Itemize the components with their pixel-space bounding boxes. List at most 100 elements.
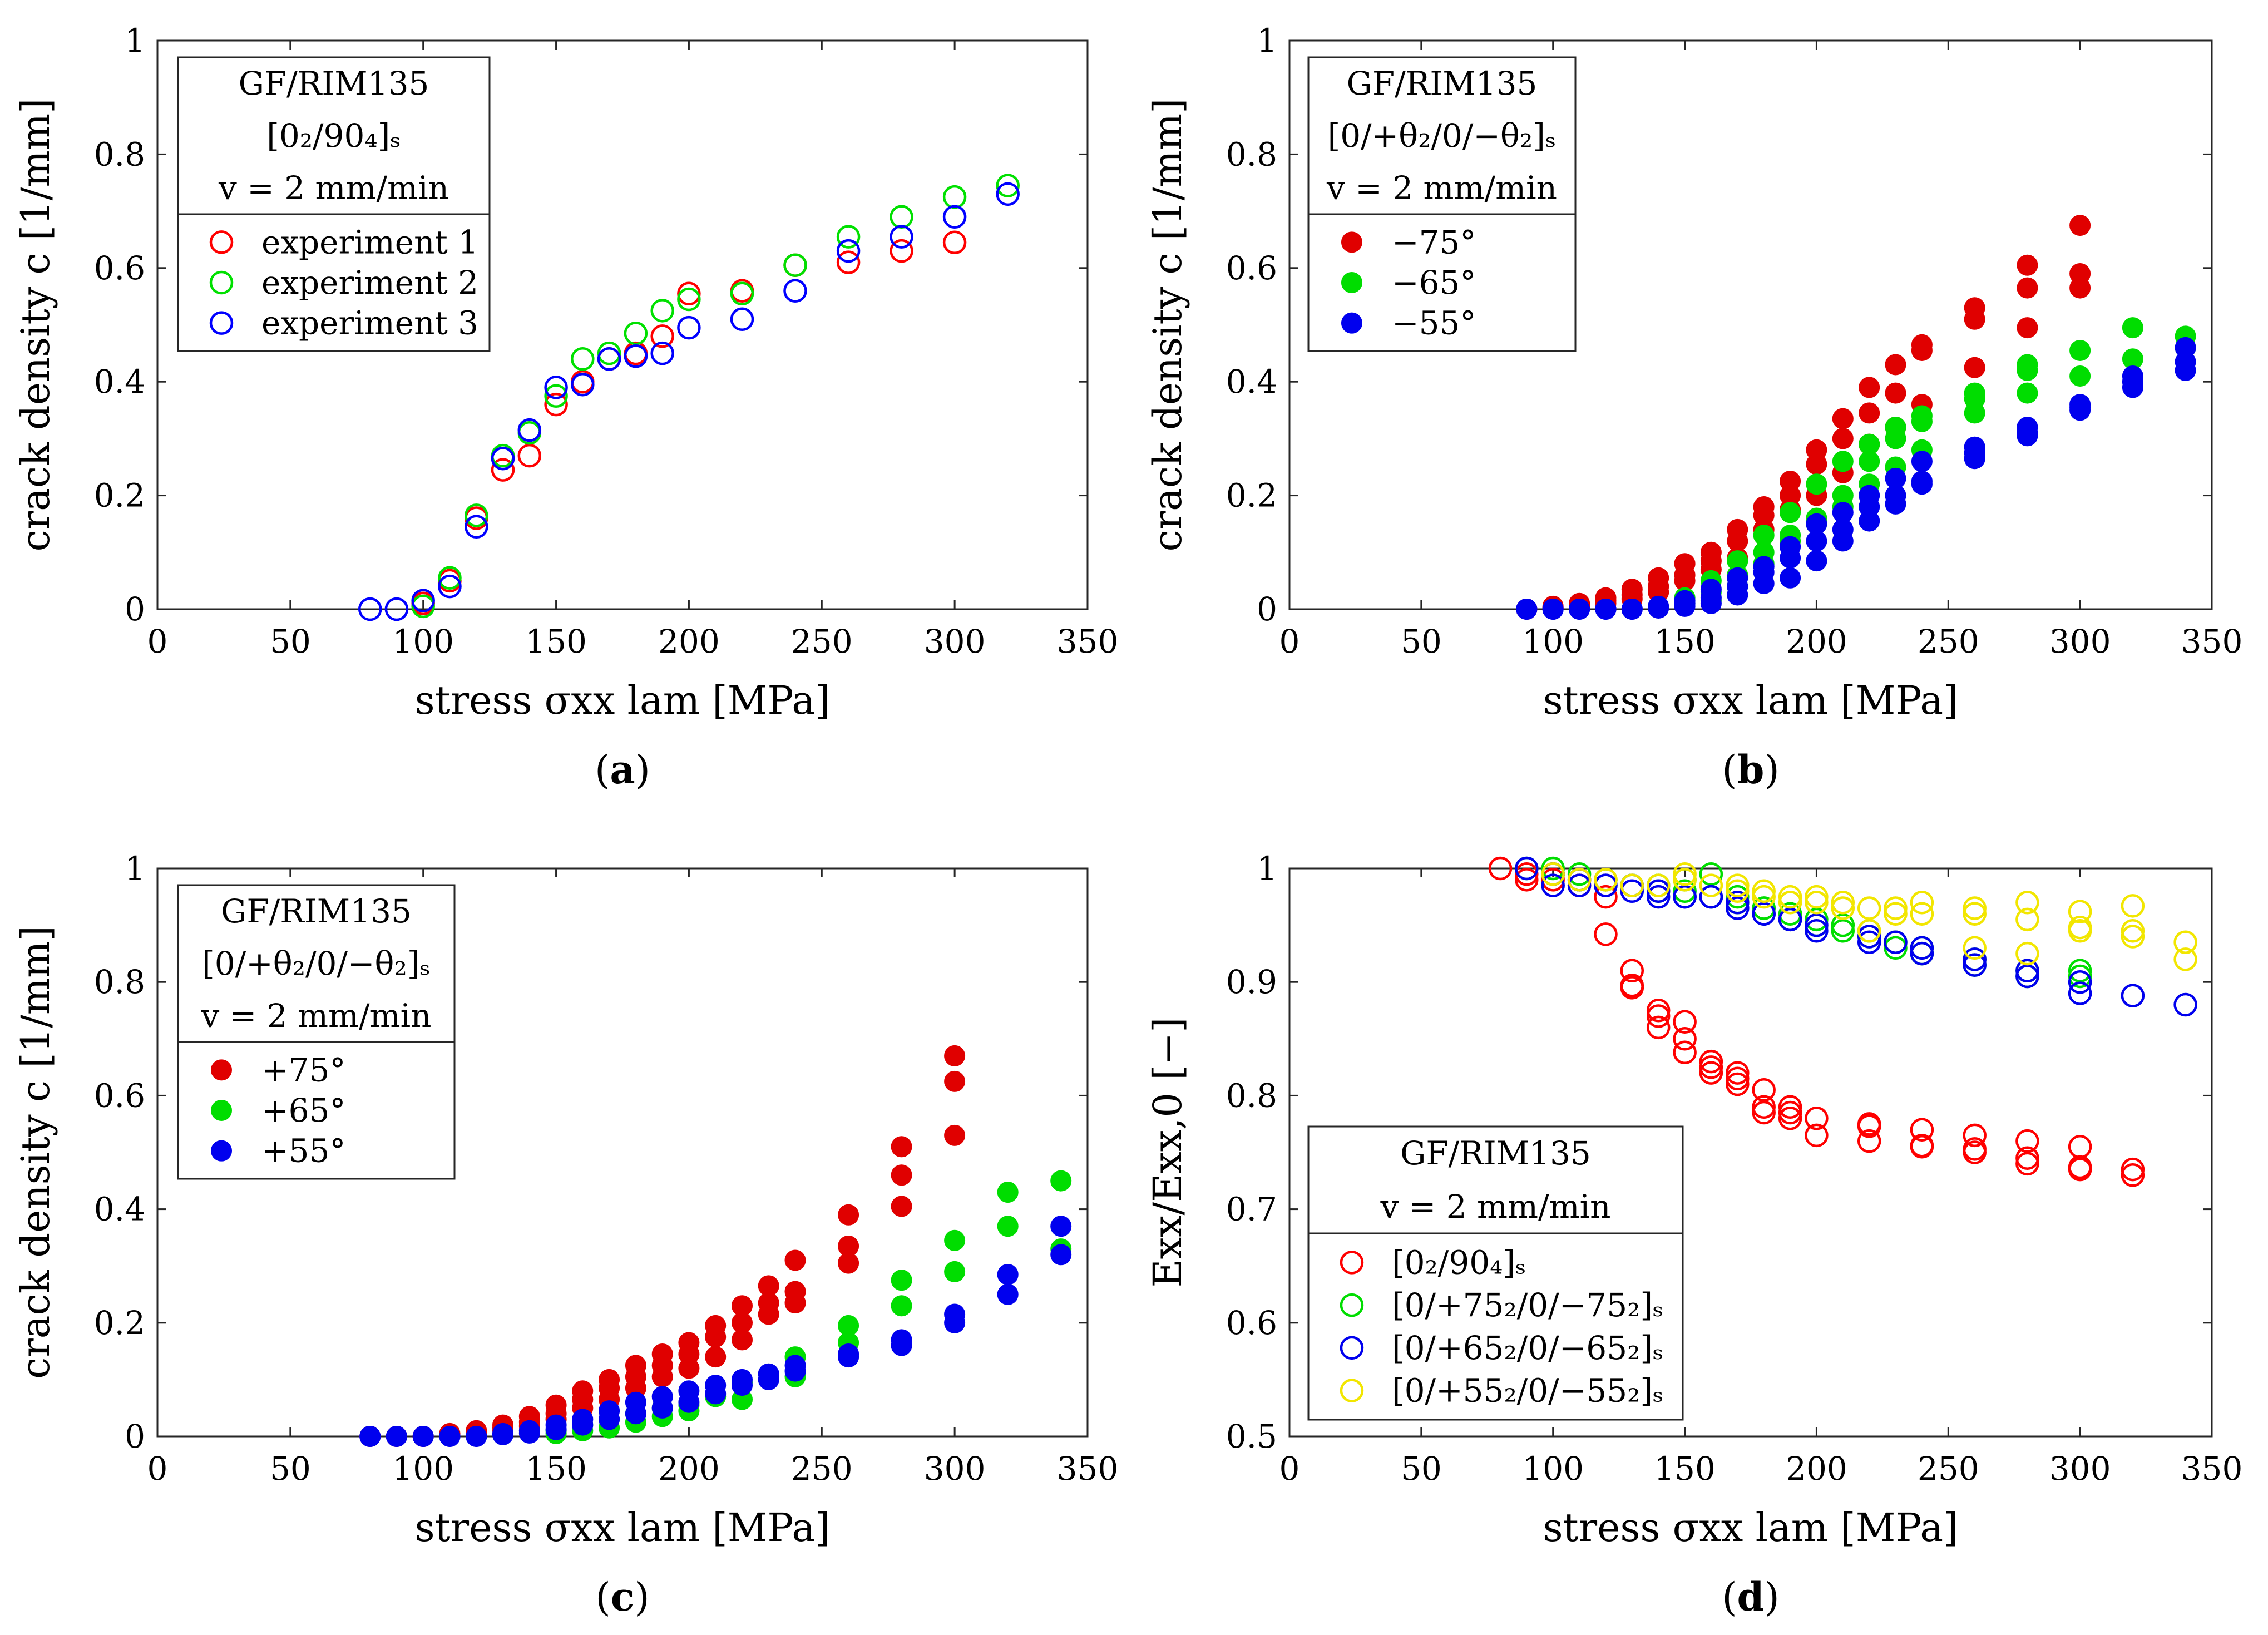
data-point [1859,451,1880,472]
x-tick-label: 350 [1057,1450,1119,1488]
data-point [1594,873,1618,897]
data-point [1859,377,1880,398]
data-point [836,225,861,249]
data-point [1778,1095,1802,1119]
data-point [997,1283,1019,1305]
data-point [1752,1078,1776,1102]
data-point [2121,984,2145,1007]
x-tick-label: 300 [924,1450,986,1488]
data-point [2069,277,2091,299]
y-tick-label: 0.6 [1226,249,1277,287]
x-tick-label: 150 [1654,623,1716,660]
legend-marker [209,311,234,335]
data-point [705,1346,727,1368]
x-tick-label: 50 [1401,1450,1442,1488]
data-point [1567,873,1592,897]
data-point [677,315,701,340]
data-point [1964,442,1985,463]
data-point [1806,473,1827,495]
data-point [1752,1100,1776,1125]
data-point [1911,451,1933,472]
y-tick-label: 0.4 [94,1191,145,1228]
panel-a: 0 50 100 150 200 250 300 350 0 0.2 0.4 0.6 0.8 1 stres… [13,22,1118,793]
data-point [1726,896,1750,920]
series-3 [1541,862,2197,971]
data-point [1726,891,1750,915]
data-point [491,458,515,482]
data-point [625,1403,646,1425]
data-point [1542,599,1564,620]
series-2 [1515,856,2197,1017]
data-point [651,1397,673,1419]
data-point [2122,317,2143,339]
data-point [1831,896,1855,920]
data-point [1963,947,1987,971]
data-point [2015,907,2039,932]
x-tick-label: 150 [1654,1450,1716,1488]
data-point [2015,1146,2039,1170]
caption-paren: ( [1722,747,1737,793]
x-tick-label: 300 [2049,1450,2111,1488]
data-point [2122,371,2143,393]
legend-marker [1341,312,1362,334]
panel-caption: (d) [1722,1574,1780,1620]
series-0 [1488,856,2145,1187]
data-point [1673,862,1697,886]
data-point [942,205,967,229]
data-point [1778,1100,1802,1125]
legend-entry-label: [0/+75₂/0/−75₂]ₛ [1392,1286,1664,1324]
y-tick-label: 0 [125,1417,145,1455]
data-point [783,253,807,277]
data-point [1805,1106,1829,1130]
data-point [2068,1155,2092,1179]
data-point [2015,891,2039,915]
plot-frame [1288,867,2213,1438]
data-point [1780,567,1801,589]
data-point [1515,856,1539,881]
y-tick-label: 0 [125,590,145,628]
data-point [944,1070,966,1092]
legend-entry-label: +55° [261,1132,345,1170]
data-point [1884,930,1908,954]
data-point [2015,1152,2039,1176]
legend-entry-label: +75° [261,1051,345,1089]
data-point [1050,1170,1072,1192]
series-2 [359,1216,1072,1447]
data-point [1569,599,1590,620]
data-point [2068,959,2092,983]
data-point [2068,964,2092,989]
data-points [359,1045,1072,1447]
data-point [411,594,435,619]
legend-marker [209,230,234,254]
legend-header-line: v = 2 mm/min [1326,169,1557,207]
data-point [1515,868,1539,892]
caption-paren: ) [635,747,650,793]
data-point [944,1312,966,1333]
data-point [1805,907,1829,932]
y-tick-label: 0.8 [1226,1076,1277,1114]
data-point [439,1426,461,1447]
data-point [2017,354,2038,376]
data-point [544,376,568,399]
x-tick-label: 250 [791,623,853,660]
data-point [1620,873,1644,897]
data-point [1963,902,1987,926]
x-tick-label: 150 [525,1450,587,1488]
y-tick-label: 0.8 [94,135,145,173]
data-point [1752,896,1776,920]
plot-frame [156,39,1089,610]
series-2 [358,182,1020,621]
data-point [2121,925,2145,949]
data-point [1541,856,1565,881]
data-point [517,418,542,442]
data-point [599,1409,620,1430]
y-tick-label: 0.7 [1226,1191,1277,1228]
data-point [1857,925,1881,949]
data-point [572,1414,594,1436]
data-point [1857,1114,1881,1138]
series-2 [1516,337,2196,620]
data-point [836,250,861,274]
data-point [650,299,674,323]
y-tick-label: 0.5 [1226,1417,1277,1455]
